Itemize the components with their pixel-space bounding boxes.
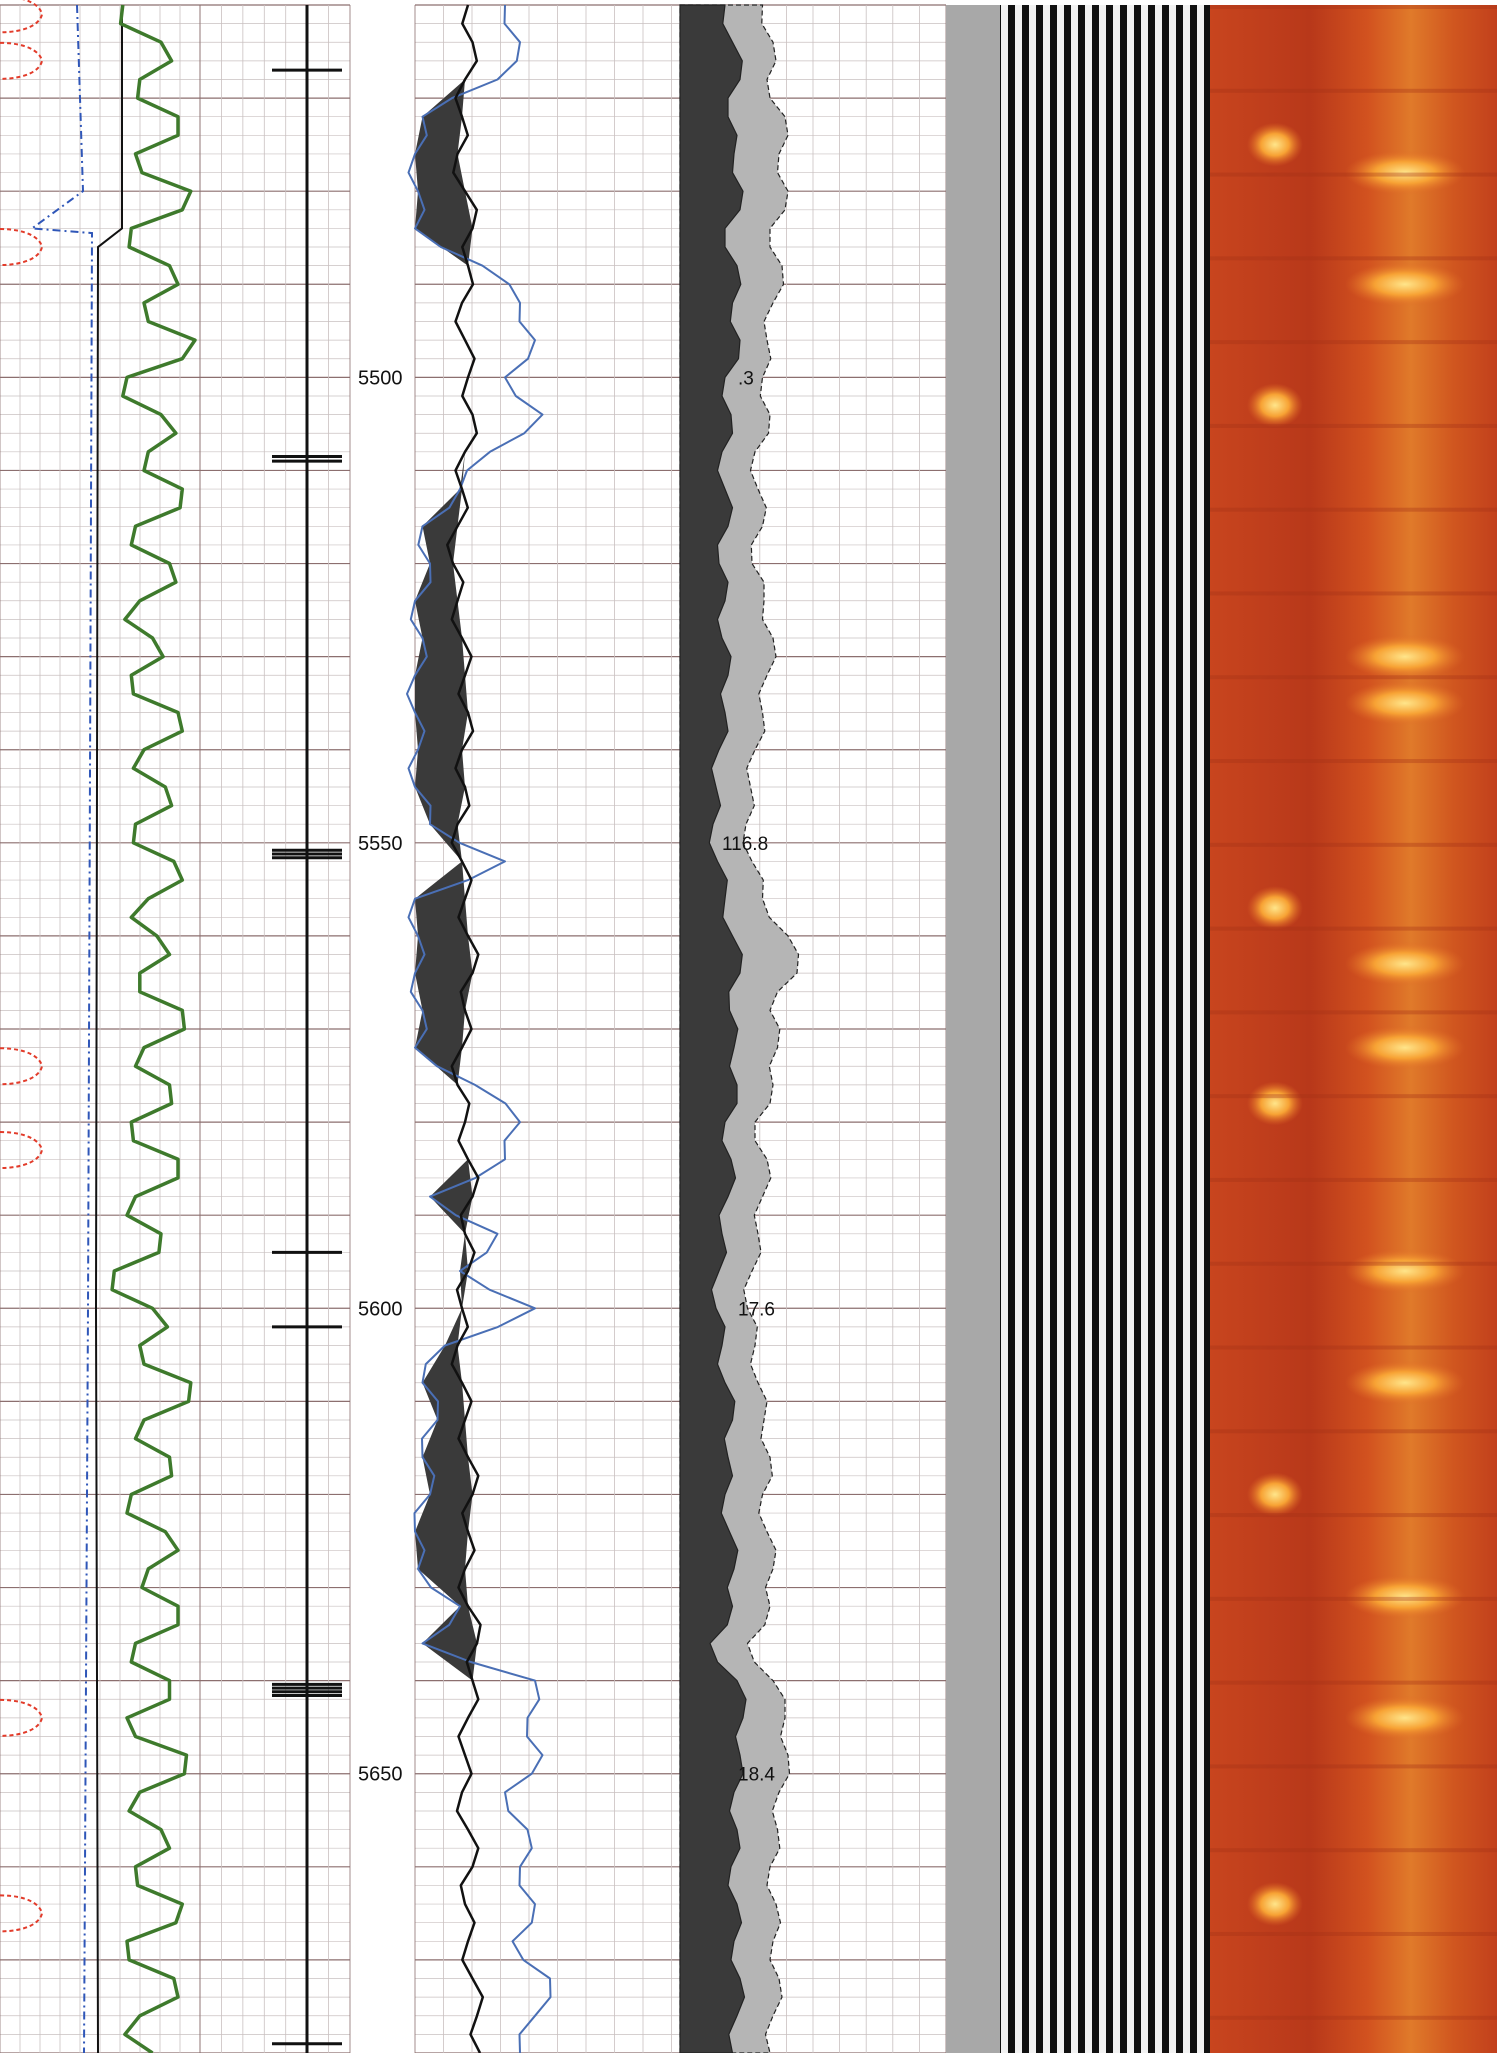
depth-label: 5500 (358, 367, 403, 389)
bright-band (1345, 1025, 1465, 1070)
bright-band (1247, 1081, 1303, 1126)
image-streak (1210, 172, 1497, 177)
image-streak (1210, 2015, 1497, 2020)
image-streak (1210, 423, 1497, 428)
image-streak (1210, 1680, 1497, 1685)
depth-label: 5650 (358, 1764, 403, 1786)
red-curve-pulse (0, 41, 44, 80)
temperature-label: .3 (738, 368, 754, 389)
image-streak (1210, 507, 1497, 512)
bright-band (1247, 122, 1303, 167)
bright-band (1345, 634, 1465, 679)
bright-bands (1210, 5, 1497, 2020)
bright-band (1345, 1249, 1465, 1294)
image-streak (1210, 1931, 1497, 1936)
depth-label: 5600 (358, 1298, 403, 1320)
red-curve-pulse (0, 1698, 44, 1737)
bright-band (1247, 383, 1303, 428)
bright-band (1247, 1882, 1303, 1927)
image-streak (1210, 1345, 1497, 1350)
temperature-label: 17.6 (738, 1299, 775, 1320)
image-streak (1210, 88, 1497, 93)
image-streak (1210, 1513, 1497, 1518)
resistivity-image (1210, 5, 1497, 2053)
image-streak (1210, 256, 1497, 261)
bright-band (1247, 1472, 1303, 1517)
porosity-crossover-fill (415, 5, 480, 2053)
bright-band (1345, 150, 1465, 195)
borehole-image-tracks (946, 5, 1497, 2053)
image-streak (1210, 1261, 1497, 1266)
image-streak (1210, 5, 1497, 9)
image-streak (1210, 675, 1497, 680)
caliper-dark-fill (679, 4, 747, 2053)
image-streak (1210, 842, 1497, 847)
grid-layer (0, 4, 947, 2053)
red-curve-pulse (0, 228, 44, 267)
image-streak (1210, 759, 1497, 764)
image-streak (1210, 1177, 1497, 1182)
bright-band (1247, 885, 1303, 930)
temperature-label: 116.8 (722, 834, 768, 855)
bright-band (1345, 1574, 1465, 1619)
image-streak (1210, 1764, 1497, 1769)
curves-layer (0, 0, 800, 2053)
red-curve-pulse (0, 1131, 44, 1170)
image-streak (1210, 591, 1497, 596)
bright-band (1345, 262, 1465, 307)
red-curve-pulse (0, 0, 44, 34)
acoustic-image (1000, 5, 1210, 2053)
image-streak (1210, 1848, 1497, 1853)
bright-band (1345, 681, 1465, 726)
bright-band (1345, 1695, 1465, 1740)
blue-porosity-curve (406, 4, 552, 2053)
gamma-ray-curve (110, 4, 197, 2053)
image-streak (1210, 340, 1497, 345)
black-reference-curve (94, 5, 123, 2053)
labels-layer: 5500 5550 5600 5650 .3 116.8 17.6 18.4 (358, 367, 775, 1785)
red-curve-pulse (0, 1047, 44, 1086)
depth-label: 5550 (358, 833, 403, 855)
red-curve-pulse (0, 1894, 44, 1933)
black-porosity-curve (446, 4, 485, 2053)
image-streak (1210, 1596, 1497, 1601)
image-streak (1210, 926, 1497, 931)
gray-strip (946, 5, 1010, 2053)
image-streak (1210, 1010, 1497, 1015)
image-streak (1210, 1094, 1497, 1099)
bright-band (1345, 1360, 1465, 1405)
bright-band (1345, 941, 1465, 986)
image-streak (1210, 1429, 1497, 1434)
temperature-label: 18.4 (738, 1765, 775, 1786)
